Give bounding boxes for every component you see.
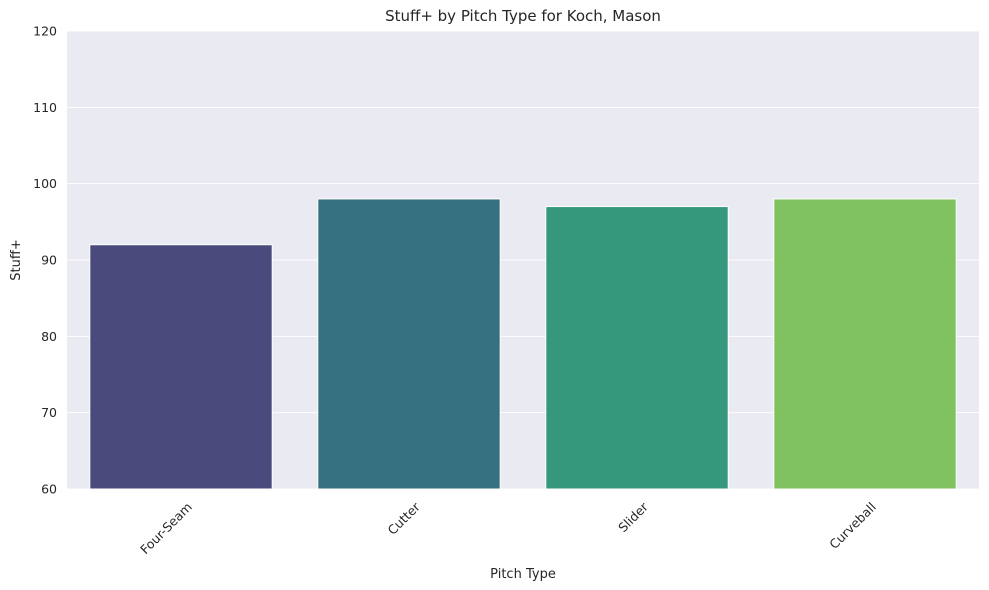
y-tick-label: 70 xyxy=(41,405,57,420)
bars-group xyxy=(89,198,957,490)
x-tick-label: Curveball xyxy=(826,499,879,552)
y-axis-ticks: 60 70 80 90 100 110 120 xyxy=(33,24,57,497)
y-axis-label: Stuff+ xyxy=(9,239,24,280)
x-axis-label: Pitch Type xyxy=(490,567,556,582)
y-tick-label: 120 xyxy=(33,24,57,39)
bar-curveball xyxy=(773,198,957,490)
bar-four-seam xyxy=(89,244,273,490)
x-tick-label: Four-Seam xyxy=(137,499,195,557)
bar-cutter xyxy=(317,198,501,490)
chart-title: Stuff+ by Pitch Type for Koch, Mason xyxy=(385,7,661,25)
x-tick-label: Slider xyxy=(615,499,651,535)
x-tick-label: Cutter xyxy=(385,499,424,538)
x-axis-ticks: Four-Seam Cutter Slider Curveball xyxy=(137,499,879,557)
y-tick-label: 60 xyxy=(41,482,57,497)
y-tick-label: 80 xyxy=(41,329,57,344)
bar-slider xyxy=(545,206,729,490)
y-tick-label: 90 xyxy=(41,253,57,268)
y-tick-label: 100 xyxy=(33,176,57,191)
y-tick-label: 110 xyxy=(33,100,57,115)
